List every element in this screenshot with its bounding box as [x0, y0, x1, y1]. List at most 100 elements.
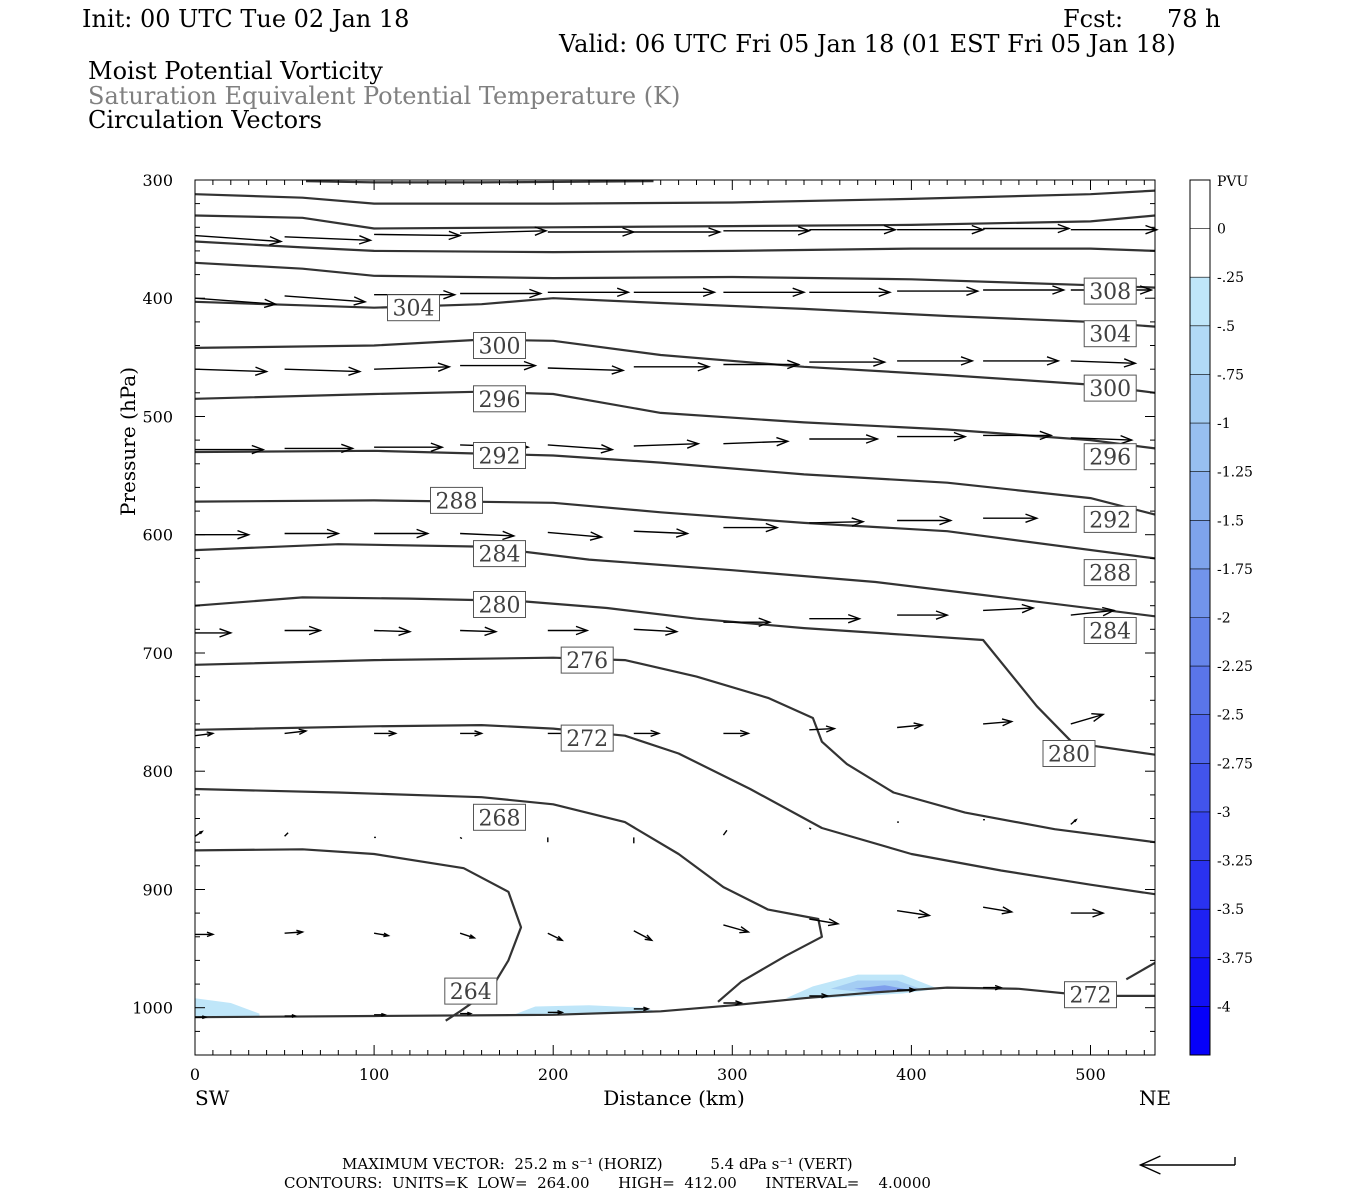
vector-arrowhead — [251, 444, 266, 455]
vector-arrow — [547, 531, 602, 538]
x-end-label-sw: SW — [195, 1086, 230, 1110]
vector-arrow — [194, 297, 276, 305]
vector-arrow — [808, 827, 812, 830]
contour-label: 268 — [479, 806, 521, 831]
vector-arrowhead — [254, 366, 269, 376]
contour-line — [194, 240, 1156, 254]
contour-label: 308 — [1089, 280, 1131, 305]
vector-arrowhead — [739, 926, 751, 934]
contour-label-box — [387, 294, 440, 322]
contour-line — [194, 543, 1156, 618]
vector-arrowhead — [739, 729, 751, 738]
contour-label: 264 — [450, 980, 492, 1005]
contour-label-box — [473, 591, 526, 618]
vector-arrowhead — [474, 730, 484, 737]
y-tick-label: 1000 — [132, 999, 173, 1018]
colorbar-label: -1.5 — [1217, 513, 1244, 529]
contour-label: 304 — [393, 297, 435, 322]
vector-arrowhead — [237, 529, 251, 540]
vector-arrowhead — [994, 984, 1004, 991]
colorbar-swatch — [1190, 325, 1210, 375]
vector-arrow — [547, 444, 613, 451]
vector-arrowhead — [643, 1006, 651, 1012]
contour-line — [1125, 961, 1156, 981]
vector-arrowhead — [206, 931, 215, 938]
vector-arrowhead — [960, 356, 975, 366]
field-title-mpv: Moist Potential Vorticity — [88, 57, 383, 85]
y-tick-label: 900 — [142, 881, 173, 900]
contour-label-box — [560, 724, 614, 752]
vector-arrowhead — [1052, 285, 1066, 295]
vector-arrowhead — [966, 286, 980, 296]
contour-line — [194, 499, 1156, 560]
colorbar: PVU 0 -.25 -.5 -.75 -1 -1.25 -1.5 -1.75 -2 -2.25 -2… — [1189, 174, 1253, 1056]
contour-line — [194, 596, 1156, 756]
contour-label: 272 — [566, 727, 608, 752]
vector-arrow — [633, 930, 653, 941]
colorbar-label: -3 — [1217, 805, 1231, 821]
vector-arrowhead — [883, 224, 898, 235]
vector-arrowhead — [765, 522, 780, 533]
vector-arrowhead — [1120, 434, 1134, 445]
vector-arrowhead — [873, 357, 887, 367]
vector-arrowhead — [358, 235, 373, 245]
vector-arrow — [459, 836, 463, 840]
vector-arrowhead — [381, 1012, 387, 1017]
vector-arrowhead — [851, 517, 866, 527]
contour-line — [194, 656, 1156, 844]
theta-es-contours — [194, 180, 1156, 1022]
colorbar-label: -3.25 — [1217, 854, 1253, 870]
x-tick-label: 200 — [538, 1065, 569, 1084]
contour-label-box — [1083, 320, 1137, 348]
vector-arrow — [1070, 609, 1114, 616]
contour-label: 304 — [1089, 323, 1131, 348]
contour-line — [194, 297, 1156, 328]
colorbar-label: -.75 — [1217, 367, 1244, 383]
vector-arrow — [722, 829, 728, 836]
vector-arrowhead — [708, 227, 722, 237]
vector-arrowhead — [443, 289, 457, 300]
vector-arrow — [373, 932, 389, 937]
init-time: Init: 00 UTC Tue 02 Jan 18 — [82, 5, 410, 33]
vector-arrow — [547, 367, 624, 372]
contour-label: 280 — [1048, 743, 1090, 768]
vector-arrow — [284, 931, 303, 934]
vector-arrowhead — [825, 725, 837, 733]
colorbar-label: 0 — [1217, 222, 1226, 238]
contour-line — [194, 723, 1156, 896]
vector-arrow — [983, 720, 1012, 725]
vector-arrowhead — [430, 442, 445, 452]
vector-arrowhead — [1001, 718, 1014, 727]
x-tick-label: 0 — [190, 1065, 200, 1084]
colorbar-label: -.5 — [1217, 319, 1235, 335]
vector-arrowhead — [971, 224, 986, 235]
vector-arrowhead — [291, 1014, 298, 1018]
contour-label-box — [473, 442, 526, 469]
vector-arrowhead — [523, 360, 538, 371]
contour-line — [194, 390, 1156, 450]
vector-arrowhead — [1021, 603, 1036, 614]
contour-label-box — [1083, 443, 1137, 471]
contour-line — [305, 180, 654, 184]
x-tick-label: 500 — [1075, 1065, 1106, 1084]
vector-arrow — [194, 732, 213, 737]
vector-arrow — [374, 366, 450, 370]
mpv-shading-region — [513, 1005, 661, 1016]
colorbar-swatch — [1190, 860, 1210, 910]
vector-arrowhead — [529, 288, 543, 299]
contour-label-box — [560, 646, 614, 674]
vector-arrowhead — [913, 722, 925, 730]
vector-arrowhead — [1102, 606, 1116, 617]
vector-arrow — [374, 629, 410, 633]
colorbar-swatch — [1190, 228, 1210, 278]
vector-arrowhead — [665, 626, 679, 636]
x-tick-label: 100 — [359, 1065, 390, 1084]
vector-arrow — [809, 727, 835, 731]
vector-arrowhead — [534, 226, 549, 236]
vector-arrowhead — [469, 934, 477, 939]
vector-arrowhead — [908, 987, 918, 993]
contour-label-box — [444, 977, 498, 1005]
contour-label: 292 — [1089, 508, 1131, 533]
colorbar-swatch — [1190, 957, 1210, 1007]
vector-arrow — [983, 607, 1034, 612]
